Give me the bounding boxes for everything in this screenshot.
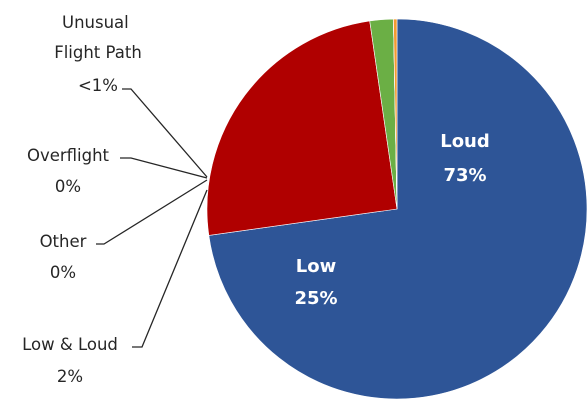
slice-label-low-and-loud-value: 2% — [57, 367, 83, 386]
pie-slices — [206, 18, 587, 400]
leader-lines — [96, 88, 208, 348]
slice-label-low-value: 25% — [294, 288, 337, 309]
leader-line-other — [96, 179, 208, 245]
slice-label-overflight-name: Overflight — [27, 146, 110, 165]
pie-slice-low — [206, 20, 398, 236]
pie-slice-unusual-flight-path — [393, 18, 398, 210]
slice-label-overflight-value: 0% — [55, 177, 81, 196]
slice-labels: Loud 73% Low 25% Unusual Flight Path <1%… — [22, 13, 490, 386]
slice-label-unusual-flight-path-value: <1% — [78, 76, 118, 95]
leader-line-overflight — [120, 157, 208, 179]
pie-slice-loud — [208, 18, 587, 400]
slice-label-unusual-line-1: Unusual — [62, 13, 129, 32]
slice-label-loud-name: Loud — [440, 131, 490, 152]
slice-label-low-name: Low — [296, 256, 336, 277]
slice-label-other-value: 0% — [50, 263, 76, 282]
slice-label-loud-value: 73% — [443, 165, 486, 186]
slice-label-unusual-flight-path-name: Unusual Flight Path — [54, 13, 142, 62]
leader-line-low-and-loud — [132, 189, 208, 348]
slice-label-other-name: Other — [40, 232, 87, 251]
slice-label-unusual-line-2: Flight Path — [54, 43, 142, 62]
leader-line-unusual-flight-path — [122, 88, 208, 178]
slice-label-low-and-loud-name: Low & Loud — [22, 335, 118, 354]
